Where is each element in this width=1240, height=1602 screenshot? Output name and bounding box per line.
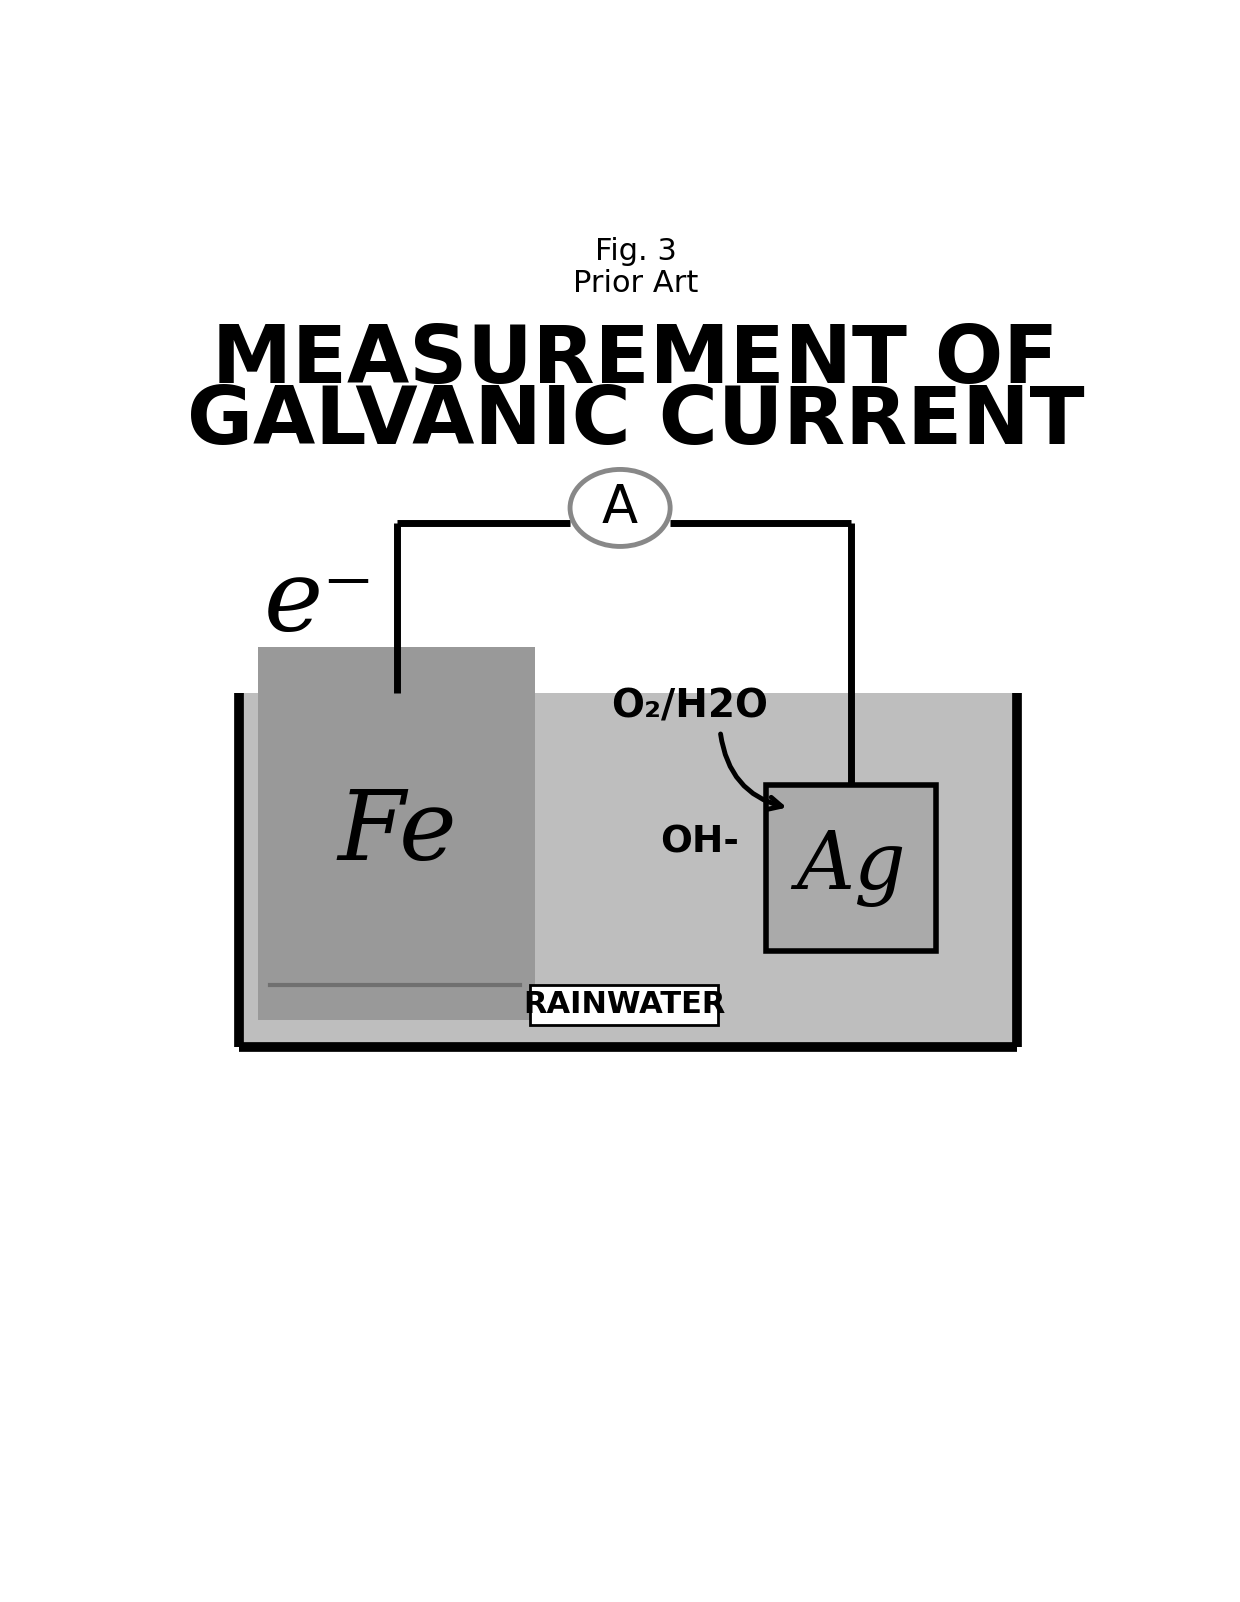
Ellipse shape [570,469,670,546]
Bar [258,647,536,1020]
Text: Prior Art: Prior Art [573,269,698,298]
Text: Fe: Fe [337,787,456,879]
Text: A: A [603,482,639,533]
Text: e⁻: e⁻ [264,556,376,652]
FancyArrowPatch shape [720,734,781,809]
Text: GALVANIC CURRENT: GALVANIC CURRENT [187,383,1084,461]
Bar [766,785,936,950]
Bar [242,692,1013,1045]
Text: MEASUREMENT OF: MEASUREMENT OF [212,322,1059,399]
Text: Fig. 3: Fig. 3 [594,237,677,266]
FancyBboxPatch shape [529,985,718,1025]
Text: Ag: Ag [796,830,906,907]
Text: RAINWATER: RAINWATER [523,990,725,1019]
Text: O₂/H2O: O₂/H2O [611,687,768,726]
Text: OH-: OH- [661,825,739,860]
